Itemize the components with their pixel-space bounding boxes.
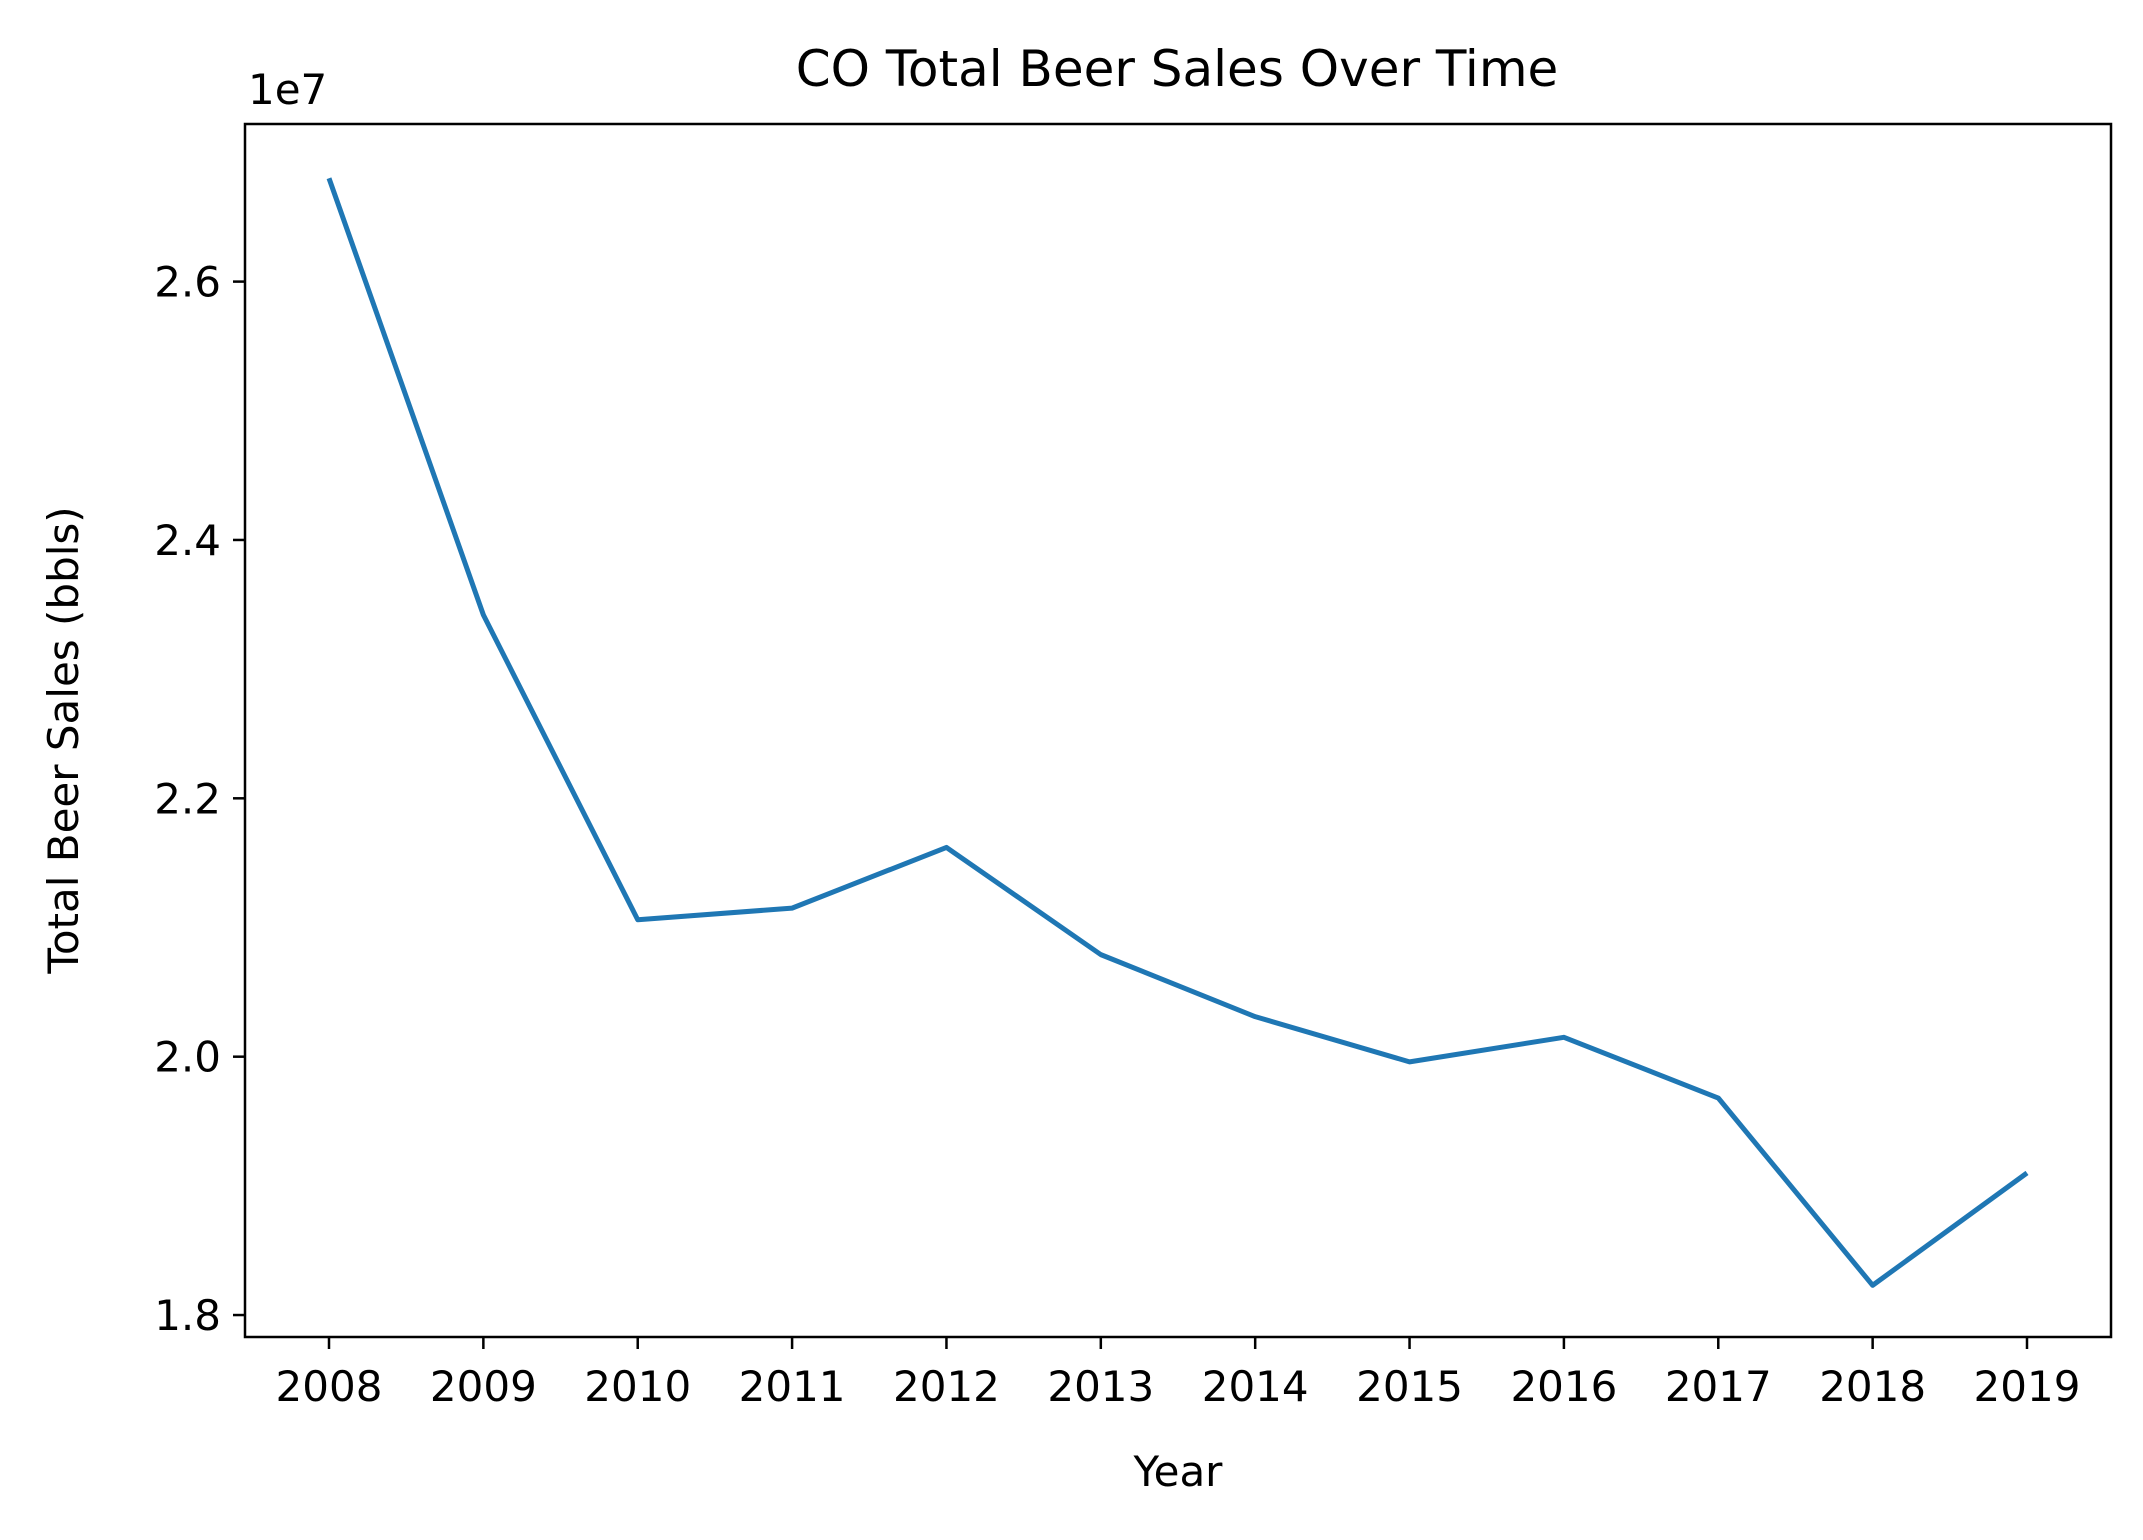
y-tick-label: 2.4 [154, 516, 221, 565]
y-offset-label: 1e7 [248, 65, 327, 114]
series-line [326, 177, 2029, 1288]
x-tick-label: 2016 [1510, 1362, 1617, 1411]
x-tick-label: 2019 [1974, 1362, 2081, 1411]
y-tick-label: 2.0 [154, 1033, 221, 1082]
y-ticks: 1.8 2.0 2.2 2.4 2.6 [154, 258, 245, 1340]
x-tick-label: 2017 [1665, 1362, 1772, 1411]
x-tick-label: 2010 [584, 1362, 691, 1411]
x-tick-label: 2011 [739, 1362, 846, 1411]
x-tick-label: 2008 [276, 1362, 383, 1411]
x-tick-label: 2018 [1819, 1362, 1926, 1411]
chart-title: CO Total Beer Sales Over Time [796, 40, 1559, 98]
x-axis-label: Year [1133, 1447, 1224, 1496]
x-tick-label: 2012 [893, 1362, 1000, 1411]
x-tick-label: 2013 [1047, 1362, 1154, 1411]
plot-area [243, 122, 2113, 1339]
y-tick-label: 1.8 [154, 1291, 221, 1340]
x-tick-label: 2014 [1202, 1362, 1309, 1411]
y-tick-label: 2.2 [154, 774, 221, 823]
x-tick-label: 2015 [1356, 1362, 1463, 1411]
y-axis-label: Total Beer Sales (bbls) [39, 506, 88, 974]
y-tick-label: 2.6 [154, 258, 221, 307]
series-layer [326, 177, 2029, 1288]
x-ticks: 2008 2009 2010 2011 2012 2013 2014 2015 2016 2017… [276, 1337, 2081, 1411]
x-tick-label: 2009 [430, 1362, 537, 1411]
